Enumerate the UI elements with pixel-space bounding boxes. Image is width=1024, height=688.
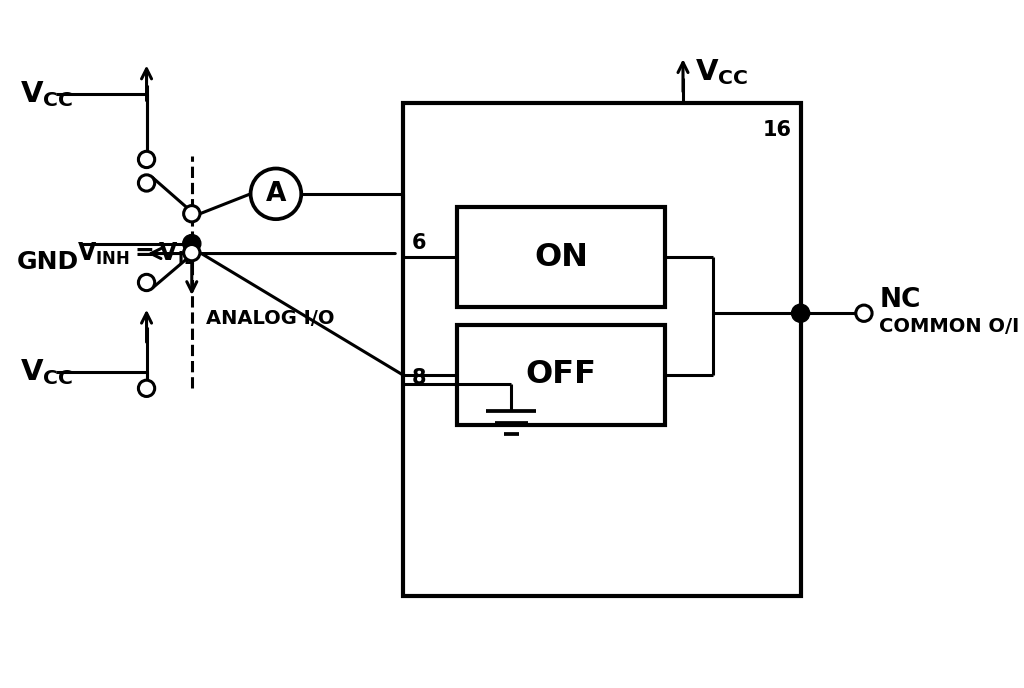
Circle shape (251, 169, 301, 219)
Circle shape (856, 305, 872, 321)
Circle shape (138, 380, 155, 396)
Circle shape (792, 304, 810, 322)
Text: $\mathbf{V_{INH}=V_{IL}}$: $\mathbf{V_{INH}=V_{IL}}$ (77, 240, 196, 267)
Circle shape (183, 244, 200, 261)
Text: 6: 6 (412, 233, 426, 252)
Text: A: A (265, 181, 286, 207)
Circle shape (182, 235, 201, 252)
Bar (402, 103, 801, 596)
Text: GND: GND (16, 250, 79, 274)
Text: $\mathbf{V_{CC}}$: $\mathbf{V_{CC}}$ (19, 357, 74, 387)
Text: 8: 8 (412, 369, 426, 389)
Text: NC: NC (880, 287, 921, 312)
Circle shape (138, 151, 155, 168)
Bar (457, 325, 665, 424)
Text: $\mathbf{V_{CC}}$: $\mathbf{V_{CC}}$ (694, 57, 749, 87)
Text: 16: 16 (763, 120, 792, 140)
Text: $\mathbf{V_{CC}}$: $\mathbf{V_{CC}}$ (19, 79, 74, 109)
Text: COMMON O/I: COMMON O/I (880, 317, 1020, 336)
Circle shape (183, 206, 200, 222)
Text: ON: ON (534, 241, 588, 272)
Text: ANALOG I/O: ANALOG I/O (206, 309, 335, 328)
Text: OFF: OFF (525, 359, 596, 390)
Circle shape (138, 175, 155, 191)
Bar (457, 207, 665, 307)
Circle shape (138, 275, 155, 290)
